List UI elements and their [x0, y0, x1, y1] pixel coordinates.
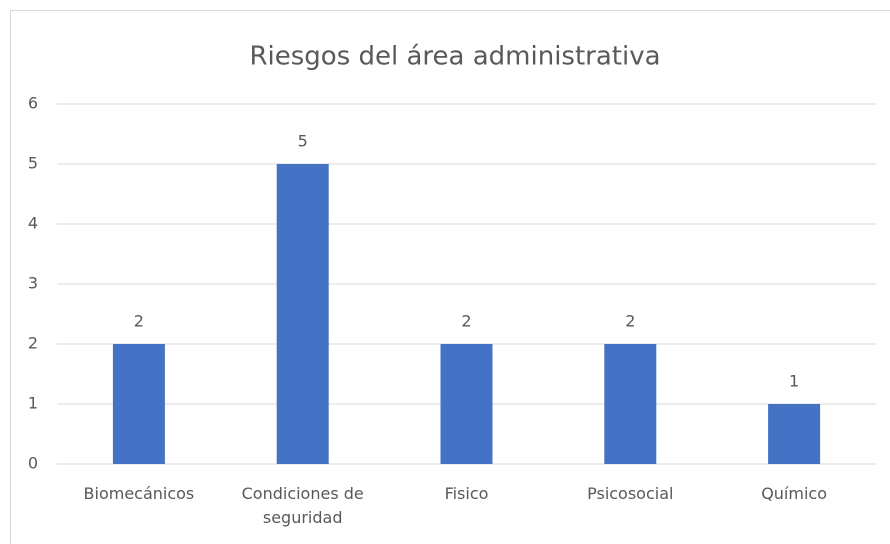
y-tick-label: 5 [28, 154, 38, 173]
bar [440, 344, 493, 464]
data-label: 2 [461, 312, 471, 331]
data-label: 2 [625, 312, 635, 331]
y-tick-label: 0 [28, 454, 38, 473]
data-label: 1 [789, 372, 799, 391]
bar [276, 164, 329, 464]
x-tick-label: Químico [761, 484, 827, 503]
y-tick-label: 4 [28, 214, 38, 233]
x-tick-label: Condiciones de seguridad [241, 484, 364, 527]
y-tick-label: 2 [28, 334, 38, 353]
x-tick-label: Psicosocial [587, 484, 674, 503]
data-label: 2 [134, 312, 144, 331]
chart-title: Riesgos del área administrativa [249, 42, 660, 72]
data-label: 5 [298, 132, 308, 151]
x-tick-label: Fisico [444, 484, 489, 503]
bar [112, 344, 165, 464]
bar [604, 344, 657, 464]
x-tick-label: Biomecánicos [83, 484, 195, 503]
y-tick-label: 1 [28, 394, 38, 413]
y-tick-label: 6 [28, 94, 38, 113]
bar [768, 404, 821, 464]
y-tick-label: 3 [28, 274, 38, 293]
